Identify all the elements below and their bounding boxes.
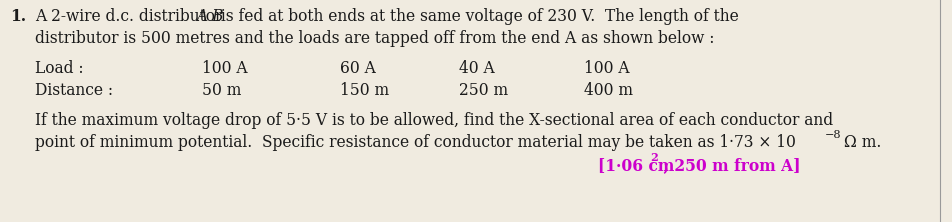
Text: [1·06 cm: [1·06 cm <box>597 157 674 174</box>
Text: If the maximum voltage drop of 5·5 V is to be allowed, find the X-sectional area: If the maximum voltage drop of 5·5 V is … <box>35 112 832 129</box>
Text: A 2-wire d.c. distributor: A 2-wire d.c. distributor <box>35 8 227 25</box>
Text: 2: 2 <box>649 152 657 163</box>
Text: A B: A B <box>196 8 224 25</box>
Text: −8: −8 <box>824 130 841 140</box>
Text: 50 m: 50 m <box>202 82 241 99</box>
Text: 400 m: 400 m <box>584 82 632 99</box>
Text: Distance :: Distance : <box>35 82 113 99</box>
Text: 1.: 1. <box>10 8 26 25</box>
Text: Ω m.: Ω m. <box>838 134 881 151</box>
Text: 100 A: 100 A <box>202 60 248 77</box>
Text: ; 250 m from A]: ; 250 m from A] <box>657 157 800 174</box>
Text: point of minimum potential.  Specific resistance of conductor material may be ta: point of minimum potential. Specific res… <box>35 134 795 151</box>
Text: Load :: Load : <box>35 60 84 77</box>
Text: 150 m: 150 m <box>340 82 389 99</box>
Text: 250 m: 250 m <box>459 82 508 99</box>
Text: is fed at both ends at the same voltage of 230 V.  The length of the: is fed at both ends at the same voltage … <box>216 8 738 25</box>
Text: 100 A: 100 A <box>584 60 629 77</box>
Text: 40 A: 40 A <box>459 60 495 77</box>
Text: distributor is 500 metres and the loads are tapped off from the end A as shown b: distributor is 500 metres and the loads … <box>35 30 714 47</box>
Text: 60 A: 60 A <box>340 60 376 77</box>
